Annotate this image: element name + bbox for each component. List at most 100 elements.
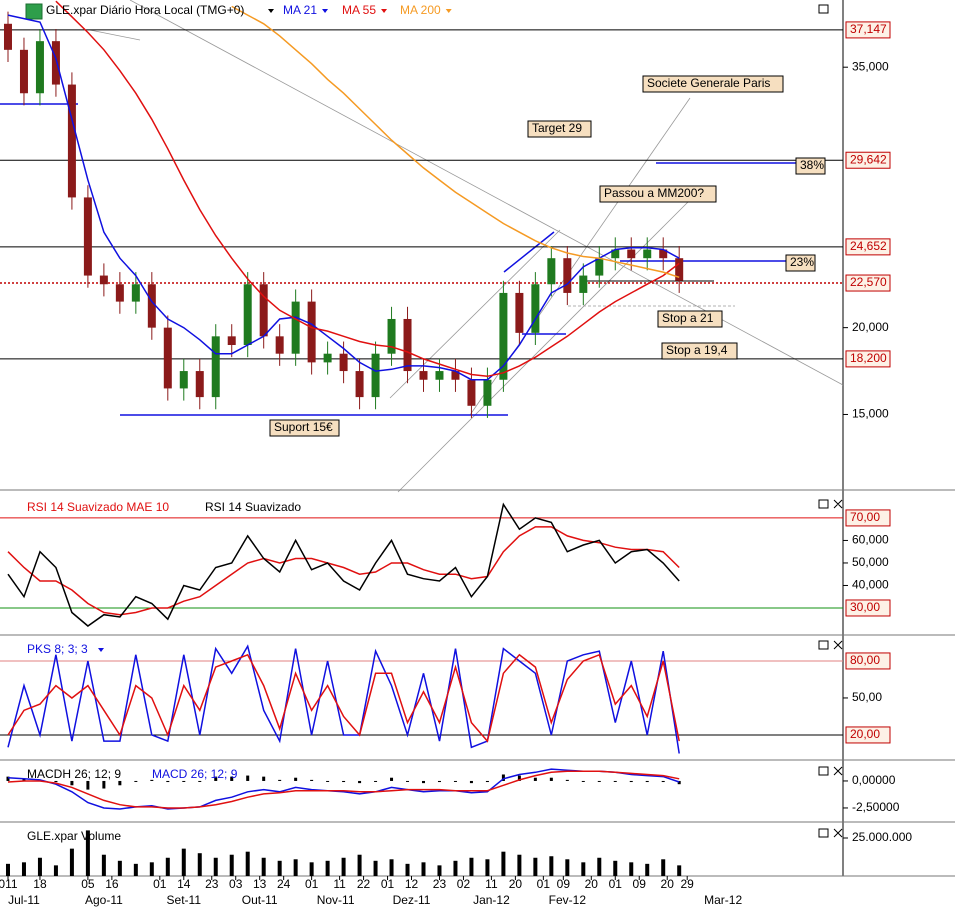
candle-body bbox=[595, 258, 604, 276]
candle-body bbox=[99, 275, 108, 285]
level-label-box bbox=[845, 599, 891, 617]
histogram-bar bbox=[134, 780, 138, 782]
series-line bbox=[7, 770, 680, 809]
dropdown-arrow[interactable] bbox=[98, 648, 104, 652]
histogram-bar bbox=[549, 777, 553, 781]
x-month-label: Jul-11 bbox=[8, 893, 40, 907]
x-tick-label: 11 bbox=[333, 877, 346, 891]
x-tick-label: 20 bbox=[585, 877, 599, 891]
candle-body bbox=[675, 258, 684, 281]
series-line bbox=[231, 5, 680, 279]
y-tick-label: -2,50000 bbox=[852, 800, 900, 814]
x-tick-label: 20 bbox=[509, 877, 523, 891]
volume-bar bbox=[197, 853, 202, 876]
series-line bbox=[7, 14, 680, 381]
y-tick-label: 0,00000 bbox=[852, 773, 896, 787]
candle-body bbox=[115, 284, 124, 302]
legend-entry[interactable]: MA 200 bbox=[400, 3, 441, 17]
legend-entry[interactable]: MACDH 26; 12; 9 bbox=[27, 767, 121, 781]
candle-body bbox=[563, 258, 572, 293]
candle-body bbox=[451, 371, 460, 380]
candle-body bbox=[67, 84, 76, 198]
annotation: Stop a 19,4 bbox=[666, 343, 728, 357]
candle-body bbox=[35, 41, 44, 94]
instrument-icon[interactable] bbox=[25, 3, 43, 20]
maximize-button[interactable] bbox=[818, 499, 829, 509]
x-tick-label: 01 bbox=[609, 877, 623, 891]
volume-bar bbox=[405, 863, 410, 876]
histogram-bar bbox=[485, 780, 489, 783]
level-label: 37,147 bbox=[850, 22, 887, 36]
legend-entry[interactable]: RSI 14 Suavizado bbox=[205, 500, 301, 514]
legend-entry[interactable]: MA 55 bbox=[342, 3, 376, 17]
histogram-bar bbox=[613, 780, 617, 782]
volume-bar bbox=[373, 860, 378, 876]
series-line bbox=[7, 526, 680, 616]
annotation: Societe Generale Paris bbox=[647, 76, 770, 90]
dropdown-arrow[interactable] bbox=[268, 9, 274, 13]
x-month-label: Out-11 bbox=[242, 893, 278, 907]
candle-body bbox=[627, 249, 636, 259]
x-month-label: Fev-12 bbox=[549, 893, 587, 907]
candle-body bbox=[547, 258, 556, 285]
candle-body bbox=[339, 353, 348, 372]
candle-body bbox=[83, 197, 92, 276]
volume-bar bbox=[453, 860, 458, 876]
legend-entry[interactable]: MACD 26; 12; 9 bbox=[152, 767, 238, 781]
histogram-bar bbox=[565, 779, 569, 781]
x-tick-label: 18 bbox=[33, 877, 47, 891]
candle-body bbox=[307, 301, 316, 363]
candle-body bbox=[51, 41, 60, 85]
volume-bar bbox=[565, 859, 570, 876]
histogram-bar bbox=[629, 780, 633, 783]
dropdown-arrow[interactable] bbox=[322, 9, 329, 13]
x-tick-label: 05 bbox=[81, 877, 95, 891]
maximize-button[interactable] bbox=[818, 766, 829, 776]
level-label-box bbox=[845, 21, 891, 39]
volume-bar bbox=[437, 865, 442, 876]
dropdown-arrow[interactable] bbox=[381, 9, 388, 13]
trend-line bbox=[89, 29, 141, 41]
x-tick-label: 22 bbox=[357, 877, 371, 891]
volume-bar bbox=[277, 860, 282, 876]
level-label-box bbox=[845, 238, 891, 256]
candle-body bbox=[355, 371, 364, 398]
y-tick-label: 35,000 bbox=[852, 59, 889, 73]
legend-entry[interactable]: RSI 14 Suavizado MAE 10 bbox=[27, 500, 169, 514]
volume-bar bbox=[21, 862, 26, 876]
x-tick-label: 09 bbox=[633, 877, 647, 891]
candle-body bbox=[3, 23, 12, 50]
histogram-bar bbox=[166, 780, 170, 783]
histogram-bar bbox=[374, 780, 378, 782]
level-label: 70,00 bbox=[850, 510, 880, 524]
level-label: 22,570 bbox=[850, 275, 887, 289]
candle-body bbox=[243, 284, 252, 346]
volume-bar bbox=[117, 860, 122, 876]
x-tick-label: 01 bbox=[381, 877, 395, 891]
candle-body bbox=[643, 249, 652, 259]
volume-bar bbox=[645, 863, 650, 876]
x-tick-label: 29 bbox=[681, 877, 695, 891]
histogram-bar bbox=[22, 778, 26, 781]
maximize-button[interactable] bbox=[818, 640, 829, 650]
dropdown-arrow[interactable] bbox=[445, 9, 452, 13]
series-line bbox=[55, 0, 680, 378]
close-button[interactable] bbox=[833, 499, 843, 838]
series-line bbox=[7, 502, 680, 627]
x-month-label: Mar-12 bbox=[704, 893, 742, 907]
candle-body bbox=[387, 318, 396, 354]
legend-entry[interactable]: MA 21 bbox=[283, 3, 317, 17]
support-line bbox=[503, 231, 555, 273]
candle-body bbox=[323, 353, 332, 363]
histogram-bar bbox=[150, 779, 154, 781]
volume-bar bbox=[533, 857, 538, 876]
candle-body bbox=[483, 379, 492, 406]
annotation-box bbox=[642, 75, 784, 93]
maximize-button[interactable] bbox=[818, 4, 829, 14]
series-line bbox=[7, 644, 680, 754]
annotation: Passou a MM200? bbox=[604, 186, 704, 200]
maximize-button[interactable] bbox=[818, 828, 829, 838]
y-tick-label: 15,000 bbox=[852, 407, 889, 421]
histogram-bar bbox=[118, 780, 122, 786]
y-tick-label: 50,000 bbox=[852, 555, 889, 569]
